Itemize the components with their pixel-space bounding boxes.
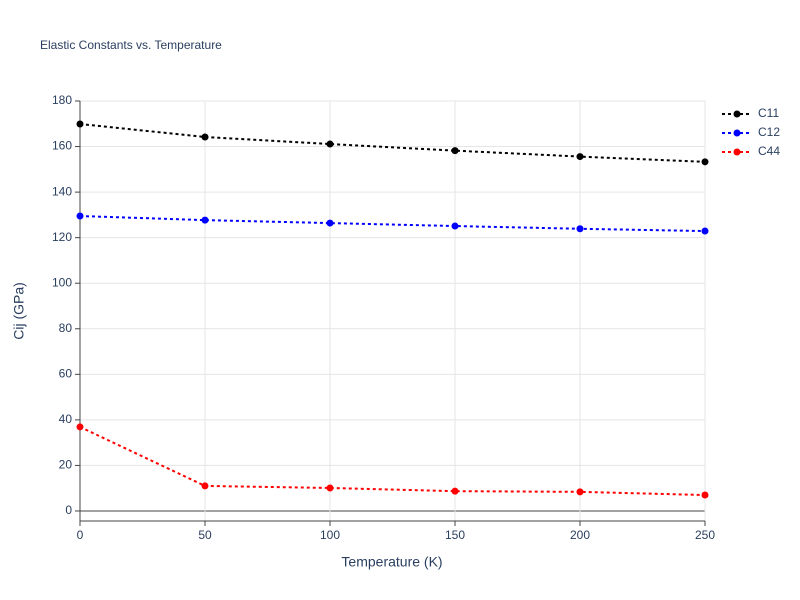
y-tick-label: 20 <box>59 458 73 472</box>
point <box>701 491 709 499</box>
legend-marker <box>733 148 741 156</box>
y-tick-label: 80 <box>59 321 73 335</box>
point <box>576 153 584 161</box>
x-tick-label: 200 <box>570 528 590 542</box>
series-line <box>79 215 706 233</box>
x-tick-label: 150 <box>445 528 465 542</box>
series-line <box>79 426 706 497</box>
point <box>451 222 459 230</box>
point <box>451 147 459 155</box>
point <box>201 482 209 490</box>
legend-marker <box>733 110 741 118</box>
point <box>451 487 459 495</box>
point <box>576 488 584 496</box>
y-tick-label: 100 <box>52 275 72 289</box>
point <box>76 212 84 220</box>
x-tick-label: 250 <box>695 528 715 542</box>
y-tick-label: 60 <box>59 366 73 380</box>
point <box>76 423 84 431</box>
y-tick-label: 160 <box>52 139 72 153</box>
y-tick-label: 140 <box>52 184 72 198</box>
point <box>76 120 84 128</box>
x-axis-title: Temperature (K) <box>341 554 442 570</box>
point <box>326 140 334 148</box>
legend-label: C44 <box>758 144 780 158</box>
y-tick-label: 40 <box>59 412 73 426</box>
point <box>576 225 584 233</box>
legend-marker <box>733 129 741 137</box>
point <box>326 219 334 227</box>
y-tick-label: 0 <box>65 503 72 517</box>
point <box>201 133 209 141</box>
legend-label: C12 <box>758 125 780 139</box>
series-line <box>79 123 706 163</box>
point <box>701 158 709 166</box>
x-tick-label: 50 <box>198 528 212 542</box>
y-axis-title: Cij (GPa) <box>11 282 27 340</box>
x-tick-label: 0 <box>77 528 84 542</box>
point <box>326 484 334 492</box>
chart-title: Elastic Constants vs. Temperature <box>40 38 222 52</box>
legend-label: C11 <box>758 106 779 120</box>
x-tick-label: 100 <box>320 528 340 542</box>
point <box>201 216 209 224</box>
y-tick-label: 180 <box>52 93 72 107</box>
y-tick-label: 120 <box>52 230 72 244</box>
point <box>701 227 709 235</box>
